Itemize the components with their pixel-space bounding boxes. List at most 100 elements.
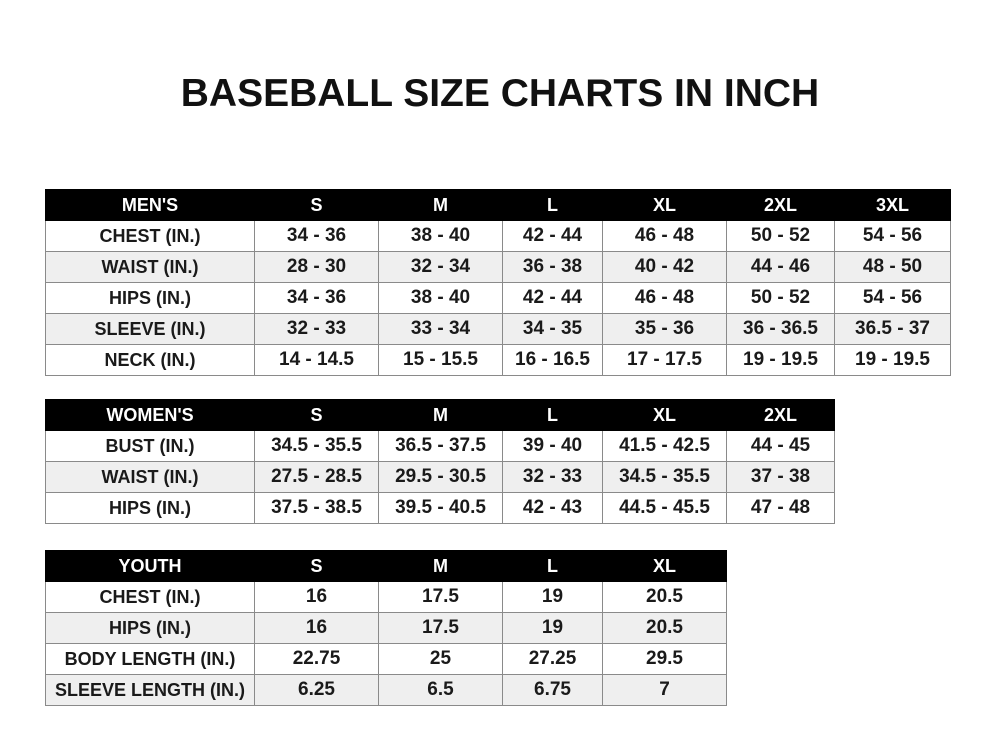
size-value: 32 - 33 — [502, 461, 603, 493]
measurement-label: HIPS (IN.) — [45, 282, 255, 314]
table-row: CHEST (IN.) 34 - 36 38 - 40 42 - 44 46 - 48 5… — [45, 220, 951, 252]
size-value: 6.25 — [254, 674, 379, 706]
table-row: BUST (IN.) 34.5 - 35.5 36.5 - 37.5 39 - 40 4… — [45, 430, 835, 462]
size-value: 29.5 - 30.5 — [378, 461, 503, 493]
size-value: 44 - 45 — [726, 430, 835, 462]
size-header: XL — [602, 550, 727, 582]
size-value: 28 - 30 — [254, 251, 379, 283]
size-value: 34 - 36 — [254, 282, 379, 314]
size-value: 6.5 — [378, 674, 503, 706]
size-value: 46 - 48 — [602, 282, 727, 314]
size-value: 46 - 48 — [602, 220, 727, 252]
measurement-label: HIPS (IN.) — [45, 612, 255, 644]
size-header: L — [502, 189, 603, 221]
size-value: 27.25 — [502, 643, 603, 675]
size-value: 16 - 16.5 — [502, 344, 603, 376]
size-value: 47 - 48 — [726, 492, 835, 524]
size-value: 39.5 - 40.5 — [378, 492, 503, 524]
size-value: 6.75 — [502, 674, 603, 706]
size-value: 17.5 — [378, 581, 503, 613]
size-header: 2XL — [726, 189, 835, 221]
size-value: 32 - 33 — [254, 313, 379, 345]
size-value: 34.5 - 35.5 — [602, 461, 727, 493]
size-value: 7 — [602, 674, 727, 706]
size-header: XL — [602, 399, 727, 431]
measurement-label: WAIST (IN.) — [45, 461, 255, 493]
page-title: BASEBALL SIZE CHARTS IN INCH — [180, 72, 820, 115]
size-value: 34 - 36 — [254, 220, 379, 252]
size-value: 34.5 - 35.5 — [254, 430, 379, 462]
table-row: HIPS (IN.) 34 - 36 38 - 40 42 - 44 46 - 48 50… — [45, 282, 951, 314]
youth-size-table: YOUTH S M L XL CHEST (IN.) 16 17.5 19 20.5 HIPS (I… — [45, 550, 727, 706]
size-header: M — [378, 189, 503, 221]
size-value: 19 - 19.5 — [726, 344, 835, 376]
size-value: 44 - 46 — [726, 251, 835, 283]
size-value: 32 - 34 — [378, 251, 503, 283]
size-value: 22.75 — [254, 643, 379, 675]
table-row: SLEEVE (IN.) 32 - 33 33 - 34 34 - 35 35 - 36… — [45, 313, 951, 345]
size-value: 38 - 40 — [378, 220, 503, 252]
size-value: 36 - 38 — [502, 251, 603, 283]
size-value: 19 - 19.5 — [834, 344, 951, 376]
measurement-label: BODY LENGTH (IN.) — [45, 643, 255, 675]
size-value: 34 - 35 — [502, 313, 603, 345]
measurement-label: CHEST (IN.) — [45, 581, 255, 613]
size-header: 2XL — [726, 399, 835, 431]
size-value: 29.5 — [602, 643, 727, 675]
size-value: 42 - 43 — [502, 492, 603, 524]
table-row: WAIST (IN.) 27.5 - 28.5 29.5 - 30.5 32 - 33… — [45, 461, 835, 493]
size-value: 17.5 — [378, 612, 503, 644]
size-value: 15 - 15.5 — [378, 344, 503, 376]
size-value: 25 — [378, 643, 503, 675]
size-value: 27.5 - 28.5 — [254, 461, 379, 493]
size-header: S — [254, 550, 379, 582]
measurement-label: NECK (IN.) — [45, 344, 255, 376]
table-row: HIPS (IN.) 16 17.5 19 20.5 — [45, 612, 727, 644]
size-header: L — [502, 550, 603, 582]
measurement-label: WAIST (IN.) — [45, 251, 255, 283]
category-header: WOMEN'S — [45, 399, 255, 431]
size-value: 33 - 34 — [378, 313, 503, 345]
size-value: 48 - 50 — [834, 251, 951, 283]
size-value: 16 — [254, 612, 379, 644]
size-value: 36.5 - 37 — [834, 313, 951, 345]
womens-size-table: WOMEN'S S M L XL 2XL BUST (IN.) 34.5 - 35.5 36.5… — [45, 399, 835, 524]
size-value: 37 - 38 — [726, 461, 835, 493]
size-value: 44.5 - 45.5 — [602, 492, 727, 524]
size-value: 37.5 - 38.5 — [254, 492, 379, 524]
size-value: 35 - 36 — [602, 313, 727, 345]
size-value: 14 - 14.5 — [254, 344, 379, 376]
header-row: WOMEN'S S M L XL 2XL — [45, 399, 835, 431]
measurement-label: SLEEVE LENGTH (IN.) — [45, 674, 255, 706]
size-value: 20.5 — [602, 581, 727, 613]
table-row: NECK (IN.) 14 - 14.5 15 - 15.5 16 - 16.5 17 … — [45, 344, 951, 376]
size-header: S — [254, 189, 379, 221]
measurement-label: SLEEVE (IN.) — [45, 313, 255, 345]
size-value: 36 - 36.5 — [726, 313, 835, 345]
size-value: 50 - 52 — [726, 220, 835, 252]
size-value: 19 — [502, 581, 603, 613]
size-value: 39 - 40 — [502, 430, 603, 462]
size-value: 20.5 — [602, 612, 727, 644]
size-value: 19 — [502, 612, 603, 644]
table-row: HIPS (IN.) 37.5 - 38.5 39.5 - 40.5 42 - 43 4… — [45, 492, 835, 524]
size-header: 3XL — [834, 189, 951, 221]
size-value: 17 - 17.5 — [602, 344, 727, 376]
category-header: YOUTH — [45, 550, 255, 582]
table-row: WAIST (IN.) 28 - 30 32 - 34 36 - 38 40 - 42 4… — [45, 251, 951, 283]
header-row: MEN'S S M L XL 2XL 3XL — [45, 189, 951, 221]
size-header: M — [378, 550, 503, 582]
table-row: BODY LENGTH (IN.) 22.75 25 27.25 29.5 — [45, 643, 727, 675]
size-value: 36.5 - 37.5 — [378, 430, 503, 462]
size-header: XL — [602, 189, 727, 221]
size-header: M — [378, 399, 503, 431]
table-row: SLEEVE LENGTH (IN.) 6.25 6.5 6.75 7 — [45, 674, 727, 706]
size-value: 54 - 56 — [834, 220, 951, 252]
measurement-label: HIPS (IN.) — [45, 492, 255, 524]
size-value: 41.5 - 42.5 — [602, 430, 727, 462]
size-header: L — [502, 399, 603, 431]
size-value: 42 - 44 — [502, 220, 603, 252]
size-value: 42 - 44 — [502, 282, 603, 314]
measurement-label: CHEST (IN.) — [45, 220, 255, 252]
size-value: 38 - 40 — [378, 282, 503, 314]
